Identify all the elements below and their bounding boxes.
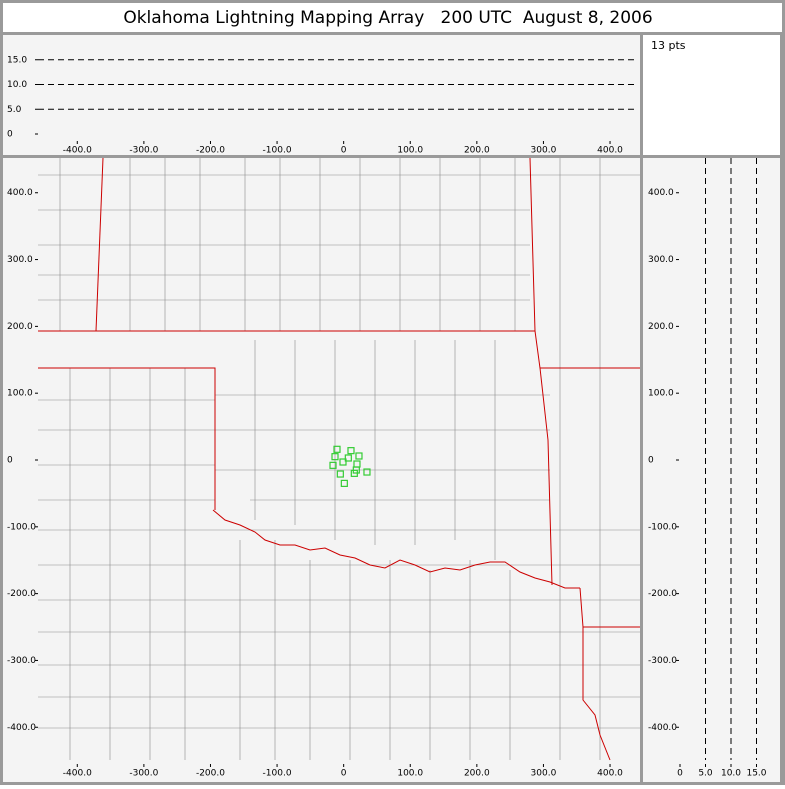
x-tick-label: 400.0 [597, 146, 623, 156]
y-tick-label: -300.0 [7, 656, 36, 666]
y-tick-label: -200.0 [7, 589, 36, 599]
lightning-source [344, 454, 352, 462]
y-tick-label: 200.0 [7, 322, 33, 332]
x-tick-label: 0 [341, 769, 347, 779]
y-tick-label: 400.0 [648, 188, 674, 198]
x-tick-label: -100.0 [263, 146, 292, 156]
x-tick-label: 5.0 [698, 769, 713, 779]
y-tick-label: 100.0 [7, 389, 33, 399]
y-tick-label: 0 [7, 130, 13, 140]
x-tick-label: -300.0 [129, 769, 158, 779]
y-tick-label: -200.0 [648, 589, 677, 599]
county-lines [38, 158, 640, 760]
map-area [38, 158, 640, 760]
y-tick-label: 100.0 [648, 389, 674, 399]
lightning-source [331, 453, 339, 461]
x-tick-label: -200.0 [196, 146, 225, 156]
y-tick-label: 300.0 [648, 255, 674, 265]
x-tick-label: 300.0 [531, 769, 557, 779]
lightning-source [329, 461, 337, 469]
x-tick-label: -400.0 [63, 146, 92, 156]
x-tick-label: 15.0 [746, 769, 766, 779]
y-tick-label: 300.0 [7, 255, 33, 265]
y-tick-label: 0 [7, 456, 13, 466]
x-tick-label: 200.0 [464, 146, 490, 156]
lightning-source [355, 452, 363, 460]
x-tick-label: 0 [677, 769, 683, 779]
y-tick-label: 15.0 [7, 55, 27, 65]
lightning-source [352, 466, 360, 474]
lightning-source [333, 445, 341, 453]
y-tick-label: 200.0 [648, 322, 674, 332]
x-tick-label: -200.0 [196, 769, 225, 779]
info-panel [643, 35, 780, 155]
y-tick-label: 10.0 [7, 80, 27, 90]
y-tick-label: 5.0 [7, 105, 22, 115]
lightning-source [363, 468, 371, 476]
y-tick-label: -300.0 [648, 656, 677, 666]
y-tick-label: 0 [648, 456, 654, 466]
lightning-source [339, 458, 347, 466]
y-tick-label: -100.0 [7, 522, 36, 532]
points-count: 13 pts [651, 39, 686, 52]
x-tick-label: 100.0 [397, 146, 423, 156]
y-tick-label: -100.0 [648, 522, 677, 532]
x-tick-label: -300.0 [129, 146, 158, 156]
lightning-source [347, 447, 355, 455]
x-tick-label: 10.0 [721, 769, 741, 779]
x-tick-label: -400.0 [63, 769, 92, 779]
x-tick-label: 200.0 [464, 769, 490, 779]
x-tick-label: 300.0 [531, 146, 557, 156]
lightning-source [340, 479, 348, 487]
x-tick-label: -100.0 [263, 769, 292, 779]
x-tick-label: 400.0 [597, 769, 623, 779]
y-tick-label: 400.0 [7, 188, 33, 198]
map-plot [38, 157, 640, 761]
x-tick-label: 100.0 [397, 769, 423, 779]
title: Oklahoma Lightning Mapping Array 200 UTC… [123, 8, 652, 28]
top-panel [3, 35, 640, 155]
y-tick-label: -400.0 [648, 723, 677, 733]
lightning-source [336, 470, 344, 478]
title-bar [3, 3, 782, 32]
y-tick-label: -400.0 [7, 723, 36, 733]
x-tick-label: 0 [341, 146, 347, 156]
state-boundaries [38, 157, 640, 761]
right-panel [643, 158, 780, 782]
